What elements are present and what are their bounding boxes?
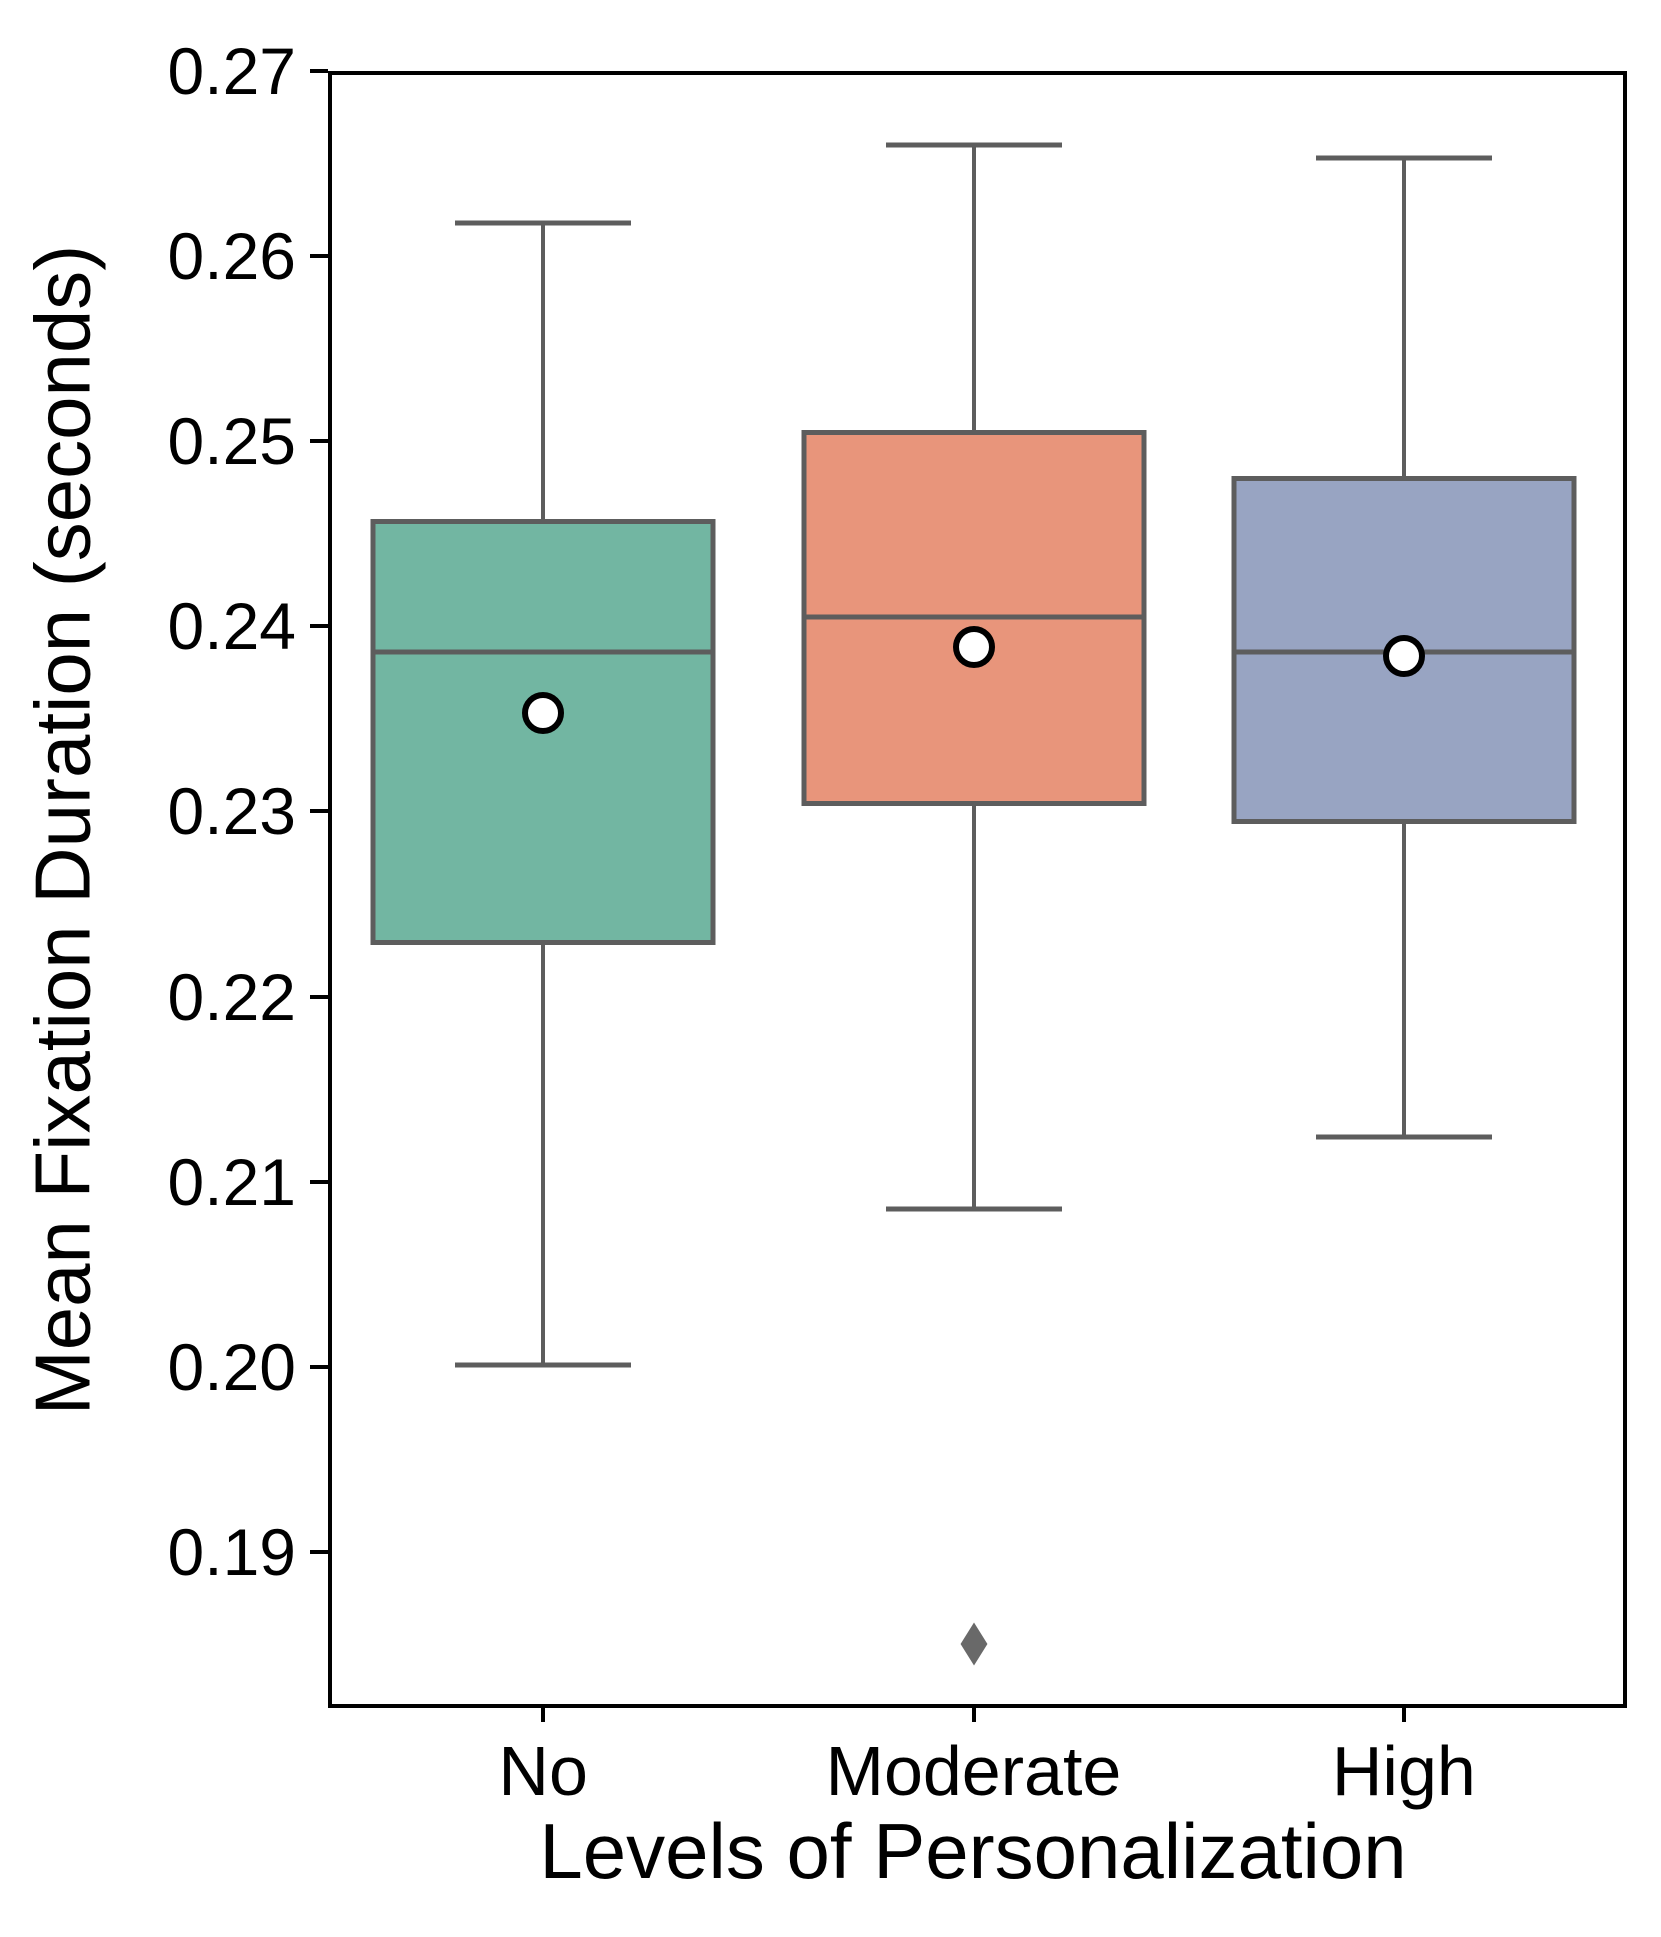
upper-whisker-cap — [885, 142, 1062, 148]
x-axis-label: Levels of Personalization — [539, 1807, 1407, 1895]
y-tick-mark — [310, 624, 328, 629]
lower-whisker — [1401, 824, 1406, 1138]
y-tick-mark — [310, 809, 328, 814]
y-tick-mark — [310, 254, 328, 259]
lower-whisker-cap — [885, 1206, 1062, 1212]
y-tick-mark — [310, 1364, 328, 1369]
upper-whisker — [1401, 158, 1406, 477]
y-tick-label: 0.26 — [167, 219, 296, 294]
lower-whisker-cap — [1315, 1134, 1492, 1140]
y-tick-label: 0.21 — [167, 1144, 296, 1219]
median-line — [373, 649, 713, 655]
y-tick-label: 0.19 — [167, 1514, 296, 1589]
upper-whisker-cap — [1315, 155, 1492, 161]
y-tick-mark — [310, 1549, 328, 1554]
y-tick-label: 0.27 — [167, 34, 296, 108]
y-tick-label: 0.22 — [167, 959, 296, 1034]
x-tick-label: Moderate — [825, 1732, 1122, 1810]
y-tick-label: 0.24 — [167, 589, 296, 664]
upper-whisker — [541, 222, 546, 519]
upper-whisker-cap — [455, 220, 632, 226]
y-tick-mark — [310, 994, 328, 999]
x-tick-label: High — [1331, 1732, 1476, 1810]
x-tick-mark — [1401, 1704, 1406, 1722]
y-tick-label: 0.25 — [167, 404, 296, 479]
mean-marker — [522, 692, 565, 735]
y-tick-mark — [310, 439, 328, 444]
upper-whisker — [971, 145, 976, 431]
lower-whisker — [541, 944, 546, 1365]
x-tick-mark — [971, 1704, 976, 1722]
lower-whisker-cap — [455, 1362, 632, 1368]
median-line — [804, 614, 1143, 620]
y-tick-mark — [310, 69, 328, 73]
mean-marker — [952, 625, 995, 668]
x-tick-mark — [541, 1704, 546, 1722]
lower-whisker — [971, 805, 976, 1210]
y-tick-mark — [310, 1179, 328, 1184]
x-tick-label: No — [498, 1732, 588, 1810]
mean-marker — [1382, 634, 1425, 677]
y-tick-label: 0.20 — [167, 1329, 296, 1404]
y-tick-label: 0.23 — [167, 774, 296, 849]
y-axis-label: Mean Fixation Duration (seconds) — [18, 244, 107, 1416]
